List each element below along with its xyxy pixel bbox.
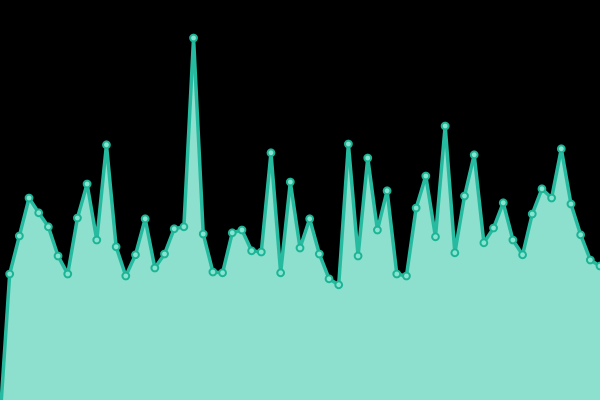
data-point-marker xyxy=(53,251,63,261)
data-point-marker xyxy=(576,230,586,240)
data-point-marker xyxy=(382,186,392,196)
data-point-marker xyxy=(208,267,218,277)
data-point-marker xyxy=(169,224,179,234)
data-point-marker xyxy=(508,235,518,245)
data-point-marker xyxy=(556,144,566,154)
data-point-marker xyxy=(489,223,498,233)
data-point-marker xyxy=(373,225,382,235)
data-point-marker xyxy=(460,191,469,201)
data-point-marker xyxy=(595,261,600,271)
data-point-marker xyxy=(34,208,44,218)
data-point-marker xyxy=(334,280,344,290)
data-point-marker xyxy=(111,242,121,252)
data-point-marker xyxy=(324,274,334,284)
data-point-marker xyxy=(102,140,111,150)
data-point-marker xyxy=(43,222,53,232)
data-point-marker xyxy=(518,250,527,260)
data-point-marker xyxy=(121,271,131,281)
data-point-marker xyxy=(5,269,15,279)
data-point-marker xyxy=(314,249,324,259)
data-point-marker xyxy=(266,148,276,158)
data-point-marker xyxy=(450,248,460,258)
data-point-marker xyxy=(92,235,102,245)
data-point-marker xyxy=(421,171,431,181)
area-fill xyxy=(0,38,600,400)
data-point-marker xyxy=(469,150,479,160)
data-point-marker xyxy=(73,213,82,223)
data-point-marker xyxy=(247,246,257,256)
data-point-marker xyxy=(256,247,266,257)
data-point-marker xyxy=(411,203,421,213)
data-point-marker xyxy=(63,269,73,279)
data-point-marker xyxy=(363,153,373,163)
data-point-marker xyxy=(305,214,315,224)
data-point-marker xyxy=(131,250,140,260)
data-point-marker xyxy=(566,199,576,209)
data-point-marker xyxy=(527,209,537,219)
data-point-marker xyxy=(353,251,363,261)
data-point-marker xyxy=(547,193,557,203)
data-point-marker xyxy=(179,222,189,232)
data-point-marker xyxy=(431,232,440,242)
data-point-marker xyxy=(537,184,547,194)
data-point-marker xyxy=(498,198,508,208)
data-point-marker xyxy=(285,177,295,187)
data-point-marker xyxy=(343,139,353,149)
data-point-marker xyxy=(218,268,227,278)
data-point-marker xyxy=(140,214,150,224)
data-point-marker xyxy=(198,229,208,239)
data-point-marker xyxy=(189,33,198,43)
data-point-marker xyxy=(160,249,169,259)
data-point-marker xyxy=(24,193,34,203)
data-point-marker xyxy=(479,238,489,248)
data-point-marker xyxy=(237,225,247,235)
data-point-marker xyxy=(276,268,286,278)
data-point-marker xyxy=(585,255,595,265)
data-point-marker xyxy=(440,121,450,131)
data-point-marker xyxy=(402,271,411,281)
data-point-marker xyxy=(227,228,237,238)
data-point-marker xyxy=(295,243,305,253)
data-point-marker xyxy=(150,263,160,273)
data-point-marker xyxy=(82,179,92,189)
data-point-marker xyxy=(14,231,24,241)
data-point-marker xyxy=(392,269,402,279)
